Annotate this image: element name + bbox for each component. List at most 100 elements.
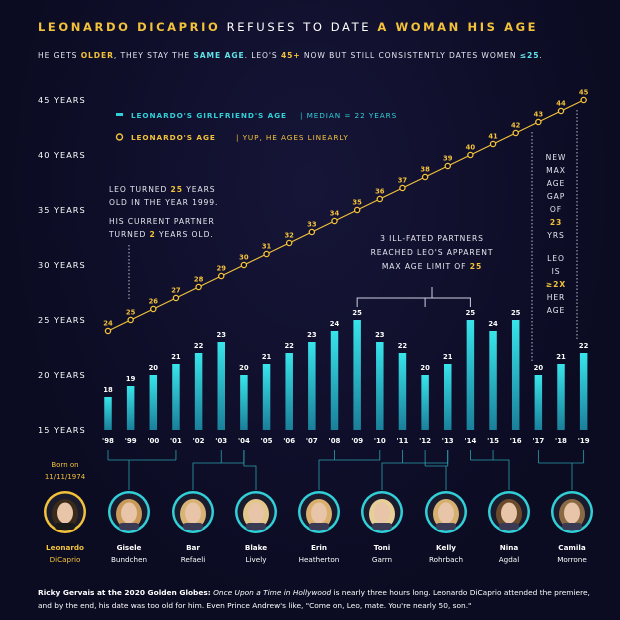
legend-leo-note: | YUP, HE AGES LINEARLY xyxy=(236,133,349,142)
leo-age-label: 39 xyxy=(443,155,453,163)
bar-value-label: 21 xyxy=(556,353,566,361)
avatar-face xyxy=(248,502,264,524)
gridlines xyxy=(96,99,590,431)
leo-age-point xyxy=(489,140,497,148)
x-tick-label: '10 xyxy=(374,437,386,445)
bar-value-label: 20 xyxy=(420,364,430,372)
bar xyxy=(353,320,361,430)
bars: 18 19 20 21 22 23 20 21 22 23 24 25 23 22 20 21 25 24 25 20… xyxy=(103,309,589,430)
avatar-shoulders xyxy=(119,523,139,530)
year-connector xyxy=(243,450,257,490)
bar xyxy=(489,331,497,430)
bar xyxy=(534,375,543,430)
bar-value-label: 19 xyxy=(126,375,136,383)
bar-value-label: 24 xyxy=(488,320,498,328)
bar xyxy=(262,364,271,430)
bar xyxy=(217,342,225,430)
portrait-gisele: Gisele Bundchen xyxy=(108,491,150,564)
bar-value-label: 25 xyxy=(352,309,362,317)
subtitle-same-age: SAME AGE xyxy=(193,51,245,60)
leo-is-text: IS xyxy=(552,267,561,276)
person-last-name: Agdal xyxy=(499,555,519,564)
avatar-shoulders xyxy=(562,523,582,530)
portrait-erin: Erin Heatherton xyxy=(298,491,340,564)
x-tick-label: '00 xyxy=(147,437,159,445)
leo-age-label: 35 xyxy=(352,199,362,207)
leo-age-label: 28 xyxy=(194,276,204,284)
leo-is-text: AGE xyxy=(547,306,565,315)
annotation-illfated-line2: REACHED LEO'S APPARENT xyxy=(371,248,494,257)
portrait-blake: Blake Lively xyxy=(235,491,277,564)
avatar-face xyxy=(438,502,454,524)
bar-value-label: 20 xyxy=(149,364,159,372)
leo-age-label: 38 xyxy=(420,166,430,174)
legend-girlfriend-note: | MEDIAN = 22 YEARS xyxy=(300,111,397,120)
annotation-illfated-line1: 3 ILL-FATED PARTNERS xyxy=(380,234,484,243)
leo-age-label: 27 xyxy=(171,287,181,295)
leo-age-point xyxy=(535,118,542,126)
annotation-illfated-line3: MAX AGE LIMIT OF 25 xyxy=(382,262,482,271)
person-last-name: Garrn xyxy=(372,555,392,564)
bar-value-label: 21 xyxy=(443,353,453,361)
leo-age-label: 36 xyxy=(375,188,385,196)
legend-girlfriend-label: LEONARDO'S GIRLFRIEND'S AGE xyxy=(131,111,287,120)
leo-age-point xyxy=(331,217,338,225)
footer-text: is nearly three hours long. Leonardo DiC… xyxy=(38,588,590,610)
leo-is-text: HER xyxy=(547,293,566,302)
annotation-leo-25: LEO TURNED 25 YEARS OLD IN THE YEAR 1999… xyxy=(108,185,217,300)
leo-age-label: 41 xyxy=(488,133,498,141)
leo-age-point xyxy=(127,316,134,324)
bar-value-label: 20 xyxy=(534,364,544,372)
x-tick-label: '04 xyxy=(238,437,250,445)
bar xyxy=(579,353,588,430)
x-tick-label: '98 xyxy=(102,437,114,445)
person-last-name: DiCaprio xyxy=(50,555,81,564)
bar-value-label: 20 xyxy=(239,364,249,372)
title-middle: REFUSES TO DATE xyxy=(220,20,378,34)
leo-age-point xyxy=(240,261,248,269)
leo-age-point xyxy=(512,129,519,137)
bar xyxy=(444,364,452,430)
leo-age-label: 44 xyxy=(556,100,566,108)
leo-age-label: 37 xyxy=(398,177,408,185)
person-first-name: Leonardo xyxy=(46,543,84,552)
title-leo: LEONARDO DICAPRIO xyxy=(38,20,221,34)
bar xyxy=(149,375,158,430)
avatar-face xyxy=(564,502,580,524)
annotation-illfated-bracket xyxy=(356,287,471,307)
avatar-face xyxy=(501,502,517,524)
leo-is-text: LEO xyxy=(547,254,565,263)
bar-value-label: 23 xyxy=(217,331,227,339)
subtitle-45: 45+ xyxy=(280,51,301,60)
x-tick-label: '18 xyxy=(555,437,567,445)
legend-bar-swatch xyxy=(116,113,123,116)
leo-age-label: 30 xyxy=(239,254,249,262)
bar xyxy=(557,364,565,430)
born-on-label: Born on xyxy=(51,461,78,469)
leo-age-point xyxy=(172,294,180,302)
avatar-shoulders xyxy=(372,523,392,530)
x-tick-label: '19 xyxy=(578,437,590,445)
bar-value-label: 21 xyxy=(262,353,272,361)
avatar-face xyxy=(374,502,390,524)
person-first-name: Blake xyxy=(245,543,267,552)
subtitle-older: OLDER xyxy=(80,51,114,60)
bar xyxy=(398,353,407,430)
bar-value-label: 24 xyxy=(330,320,340,328)
gap-text: NEW xyxy=(546,153,567,162)
gap-text: YRS xyxy=(546,231,564,240)
leo-age-point xyxy=(285,239,293,247)
footer-film: Once Upon a Time in Hollywood xyxy=(213,588,332,597)
chart-title: LEONARDO DICAPRIO REFUSES TO DATE A WOMA… xyxy=(38,20,538,34)
avatar-face xyxy=(121,502,137,524)
person-first-name: Kelly xyxy=(436,543,456,552)
portraits: Leonardo DiCaprio Gisele Bundchen Bar Refaeli… xyxy=(44,491,593,564)
bar xyxy=(511,320,520,430)
leo-age-point xyxy=(421,173,429,181)
portrait-toni: Toni Garrn xyxy=(361,491,403,564)
born-on-date: 11/11/1974 xyxy=(45,473,86,481)
avatar-shoulders xyxy=(183,523,203,530)
annotation-leo25-line1: LEO TURNED 25 YEARS xyxy=(109,185,215,194)
x-tick-label: '07 xyxy=(306,437,318,445)
